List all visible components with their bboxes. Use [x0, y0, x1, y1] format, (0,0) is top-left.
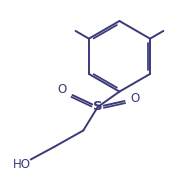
Text: O: O: [130, 92, 140, 105]
Text: O: O: [58, 83, 67, 96]
Text: S: S: [93, 100, 103, 113]
Text: HO: HO: [13, 158, 31, 171]
